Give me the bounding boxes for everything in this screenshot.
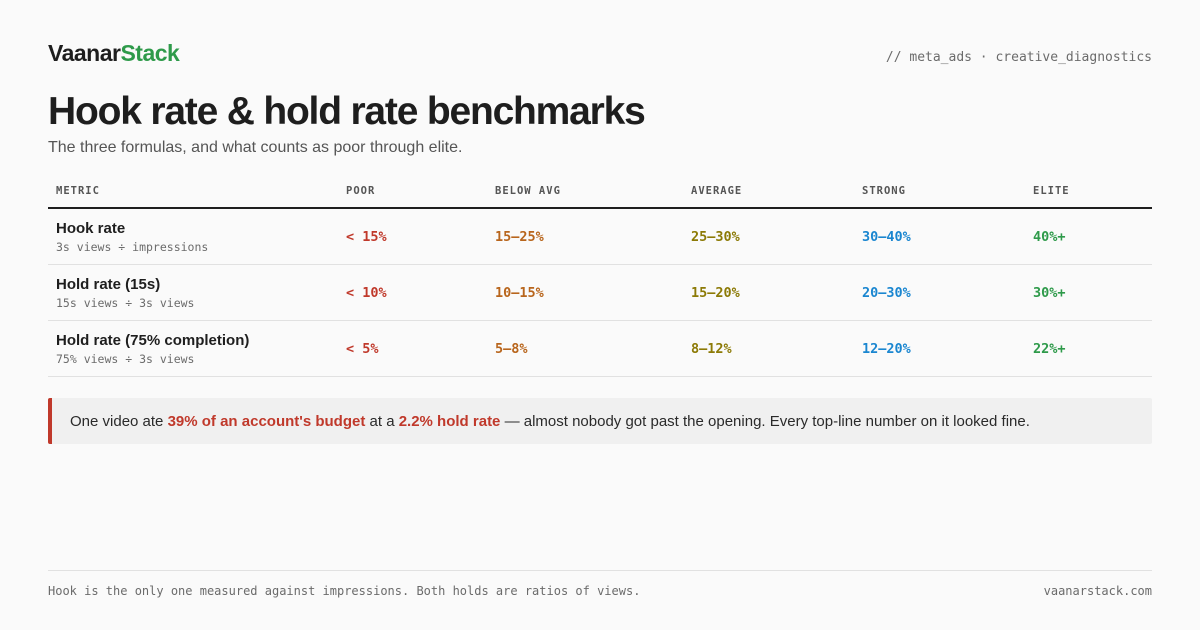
callout-highlight-budget: 39% of an account's budget bbox=[167, 412, 366, 430]
brand-logo-part1: Vaanar bbox=[48, 40, 121, 66]
metric-cell: Hook rate 3s views ÷ impressions bbox=[48, 220, 338, 254]
metric-name: Hold rate (75% completion) bbox=[56, 331, 250, 349]
table-header: METRIC POOR BELOW AVG AVERAGE STRONG ELI… bbox=[48, 174, 1152, 209]
table-row: Hold rate (75% completion) 75% views ÷ 3… bbox=[48, 321, 1152, 377]
value-strong: 12–20% bbox=[862, 340, 911, 357]
value-below-avg: 5–8% bbox=[495, 340, 528, 357]
footer-site: vaanarstack.com bbox=[1043, 584, 1152, 598]
metric-formula: 15s views ÷ 3s views bbox=[56, 295, 195, 310]
value-strong: 30–40% bbox=[862, 228, 911, 245]
brand-logo: VaanarStack bbox=[48, 40, 180, 67]
value-poor: < 5% bbox=[346, 340, 379, 357]
callout-mid: at a bbox=[365, 412, 399, 430]
value-average: 8–12% bbox=[691, 340, 732, 357]
value-elite: 30%+ bbox=[1033, 284, 1066, 301]
value-below-avg: 15–25% bbox=[495, 228, 544, 245]
header-metric: METRIC bbox=[56, 184, 100, 197]
value-elite: 40%+ bbox=[1033, 228, 1066, 245]
metric-formula: 3s views ÷ impressions bbox=[56, 239, 209, 254]
value-below-avg: 10–15% bbox=[495, 284, 544, 301]
brand-logo-part2: Stack bbox=[120, 40, 180, 66]
footer-note: Hook is the only one measured against im… bbox=[48, 584, 641, 598]
value-average: 25–30% bbox=[691, 228, 740, 245]
metric-formula: 75% views ÷ 3s views bbox=[56, 351, 195, 366]
tagline: // meta_ads · creative_diagnostics bbox=[885, 50, 1152, 65]
value-average: 15–20% bbox=[691, 284, 740, 301]
header-elite: ELITE bbox=[1033, 184, 1070, 197]
table-row: Hook rate 3s views ÷ impressions < 15% 1… bbox=[48, 209, 1152, 265]
page-subtitle: The three formulas, and what counts as p… bbox=[48, 139, 463, 156]
metric-name: Hold rate (15s) bbox=[56, 275, 161, 293]
value-strong: 20–30% bbox=[862, 284, 911, 301]
callout-text: One video ate 39% of an account's budget… bbox=[70, 413, 1030, 430]
footer-divider bbox=[48, 570, 1152, 571]
callout-post: — almost nobody got past the opening. Ev… bbox=[500, 412, 1030, 430]
header-below-avg: BELOW AVG bbox=[495, 184, 561, 197]
callout-box: One video ate 39% of an account's budget… bbox=[48, 398, 1152, 444]
value-poor: < 15% bbox=[346, 228, 387, 245]
value-elite: 22%+ bbox=[1033, 340, 1066, 357]
callout-highlight-hold-rate: 2.2% hold rate bbox=[398, 412, 501, 430]
metric-cell: Hold rate (75% completion) 75% views ÷ 3… bbox=[48, 332, 338, 366]
callout-pre: One video ate bbox=[70, 412, 168, 430]
table-row: Hold rate (15s) 15s views ÷ 3s views < 1… bbox=[48, 265, 1152, 321]
metric-cell: Hold rate (15s) 15s views ÷ 3s views bbox=[48, 276, 338, 310]
value-poor: < 10% bbox=[346, 284, 387, 301]
page-title: Hook rate & hold rate benchmarks bbox=[48, 90, 646, 133]
header-average: AVERAGE bbox=[691, 184, 743, 197]
metric-name: Hook rate bbox=[56, 219, 126, 237]
header-poor: POOR bbox=[346, 184, 376, 197]
header-strong: STRONG bbox=[862, 184, 906, 197]
benchmark-table: METRIC POOR BELOW AVG AVERAGE STRONG ELI… bbox=[48, 174, 1152, 377]
